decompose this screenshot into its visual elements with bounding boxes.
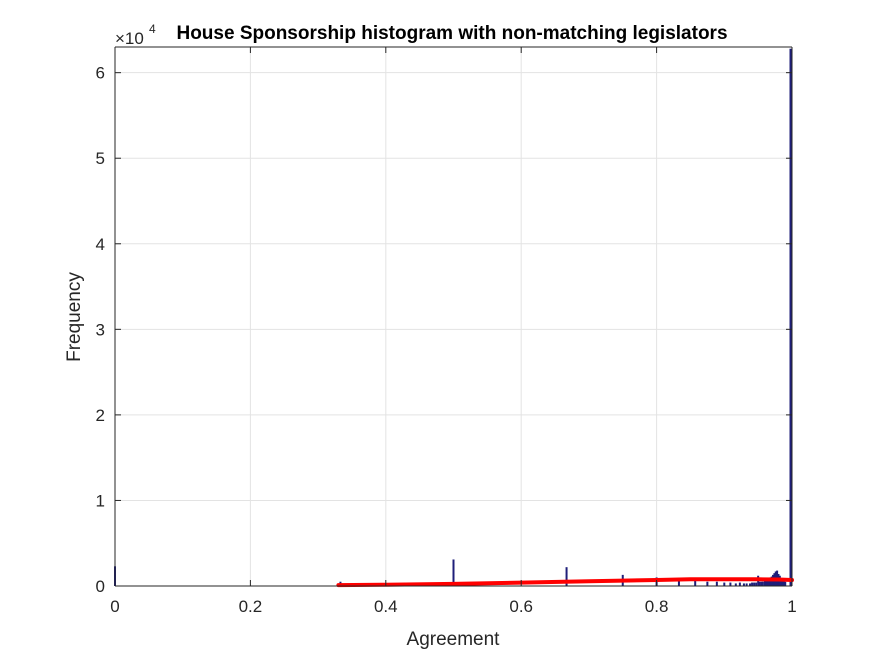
histogram-bar bbox=[755, 582, 758, 586]
histogram-bar bbox=[781, 579, 784, 586]
x-tick-label: 0.6 bbox=[509, 597, 533, 616]
histogram-bar bbox=[760, 581, 763, 586]
tick-labels: 0 0.2 0.4 0.6 0.8 1 0 1 2 3 4 5 6 bbox=[96, 64, 797, 616]
x-tick-label: 0.8 bbox=[645, 597, 669, 616]
histogram-bar bbox=[749, 583, 752, 586]
histogram-bar bbox=[738, 582, 741, 586]
histogram-bar bbox=[766, 580, 769, 586]
histogram-bar bbox=[789, 48, 792, 586]
axes-box bbox=[114, 46, 793, 587]
histogram-bar bbox=[758, 581, 761, 586]
x-tick-label: 0.2 bbox=[239, 597, 263, 616]
histogram-bar bbox=[452, 559, 455, 586]
y-tick-label: 2 bbox=[96, 406, 105, 425]
histogram-bar bbox=[729, 582, 732, 586]
axes-background bbox=[115, 47, 792, 586]
histogram-bar bbox=[745, 583, 748, 586]
histogram-bar bbox=[784, 581, 787, 586]
grid-lines bbox=[115, 47, 792, 586]
histogram-bar bbox=[769, 577, 772, 586]
y-tick-label: 6 bbox=[96, 64, 105, 83]
plot-area: 0 0.2 0.4 0.6 0.8 1 0 1 2 3 4 5 6 bbox=[96, 46, 797, 616]
histogram-bar bbox=[715, 581, 718, 586]
histogram-bar bbox=[565, 567, 568, 586]
histogram-bar bbox=[763, 579, 766, 586]
histogram-bar bbox=[761, 581, 764, 586]
histogram-bar bbox=[694, 580, 697, 586]
x-tick-label: 0.4 bbox=[374, 597, 398, 616]
histogram-bar bbox=[706, 581, 709, 586]
x-tick-label: 1 bbox=[787, 597, 796, 616]
y-tick-label: 0 bbox=[96, 577, 105, 596]
histogram-bar bbox=[742, 583, 745, 586]
chart-title: House Sponsorship histogram with non-mat… bbox=[176, 23, 727, 44]
histogram-bar bbox=[782, 580, 785, 586]
y-exponent-power: 4 bbox=[149, 22, 156, 36]
histogram-bar bbox=[753, 582, 756, 586]
y-tick-label: 5 bbox=[96, 149, 105, 168]
y-axis-label: Frequency bbox=[64, 272, 85, 362]
histogram-bar bbox=[734, 583, 737, 586]
y-tick-label: 3 bbox=[96, 320, 105, 339]
y-tick-label: 4 bbox=[96, 235, 105, 254]
x-tick-label: 0 bbox=[110, 597, 119, 616]
histogram-bar bbox=[780, 578, 783, 586]
histogram-bar bbox=[767, 578, 770, 586]
histogram-bar bbox=[677, 579, 680, 586]
x-axis-label: Agreement bbox=[407, 629, 501, 650]
histogram-bar bbox=[751, 582, 754, 586]
histogram-bar bbox=[723, 582, 726, 586]
y-exponent-base: ×10 bbox=[115, 29, 144, 48]
y-tick-label: 1 bbox=[96, 491, 105, 510]
histogram-bar bbox=[765, 580, 768, 586]
